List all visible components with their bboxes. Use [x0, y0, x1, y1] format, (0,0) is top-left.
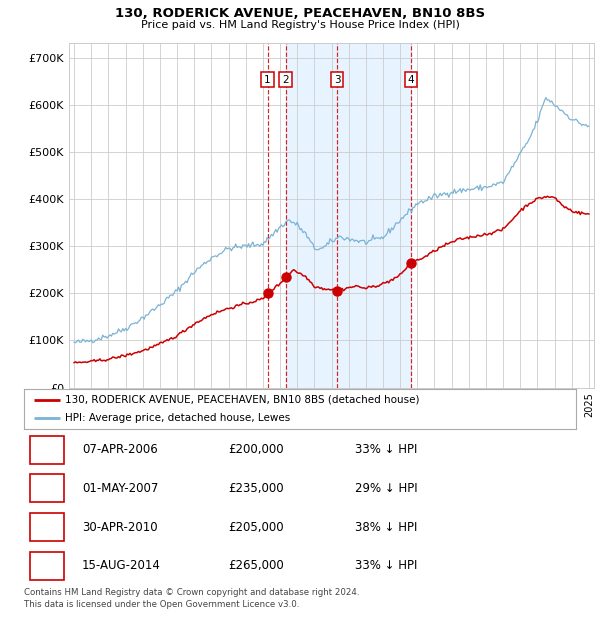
- Text: 4: 4: [407, 74, 414, 84]
- Text: £200,000: £200,000: [228, 443, 284, 456]
- Text: 3: 3: [334, 74, 340, 84]
- Text: £265,000: £265,000: [228, 559, 284, 572]
- Text: 15-AUG-2014: 15-AUG-2014: [82, 559, 161, 572]
- Text: £235,000: £235,000: [228, 482, 284, 495]
- Text: 33% ↓ HPI: 33% ↓ HPI: [355, 559, 418, 572]
- Text: 07-APR-2006: 07-APR-2006: [82, 443, 158, 456]
- FancyBboxPatch shape: [29, 436, 64, 464]
- Text: 30-APR-2010: 30-APR-2010: [82, 521, 158, 534]
- Text: 33% ↓ HPI: 33% ↓ HPI: [355, 443, 418, 456]
- Text: HPI: Average price, detached house, Lewes: HPI: Average price, detached house, Lewe…: [65, 413, 290, 423]
- Bar: [286, 43, 411, 388]
- Text: £205,000: £205,000: [228, 521, 284, 534]
- FancyBboxPatch shape: [29, 474, 64, 502]
- Text: 1: 1: [264, 74, 271, 84]
- Text: 2: 2: [43, 482, 50, 495]
- Text: Contains HM Land Registry data © Crown copyright and database right 2024.
This d: Contains HM Land Registry data © Crown c…: [24, 588, 359, 609]
- Text: 2: 2: [283, 74, 289, 84]
- Text: 01-MAY-2007: 01-MAY-2007: [82, 482, 158, 495]
- Text: 130, RODERICK AVENUE, PEACEHAVEN, BN10 8BS: 130, RODERICK AVENUE, PEACEHAVEN, BN10 8…: [115, 7, 485, 20]
- Text: 3: 3: [43, 521, 50, 534]
- Text: 38% ↓ HPI: 38% ↓ HPI: [355, 521, 418, 534]
- Text: 4: 4: [43, 559, 50, 572]
- Text: 29% ↓ HPI: 29% ↓ HPI: [355, 482, 418, 495]
- FancyBboxPatch shape: [29, 513, 64, 541]
- Text: Price paid vs. HM Land Registry's House Price Index (HPI): Price paid vs. HM Land Registry's House …: [140, 20, 460, 30]
- FancyBboxPatch shape: [29, 552, 64, 580]
- Text: 1: 1: [43, 443, 50, 456]
- Text: 130, RODERICK AVENUE, PEACEHAVEN, BN10 8BS (detached house): 130, RODERICK AVENUE, PEACEHAVEN, BN10 8…: [65, 394, 420, 405]
